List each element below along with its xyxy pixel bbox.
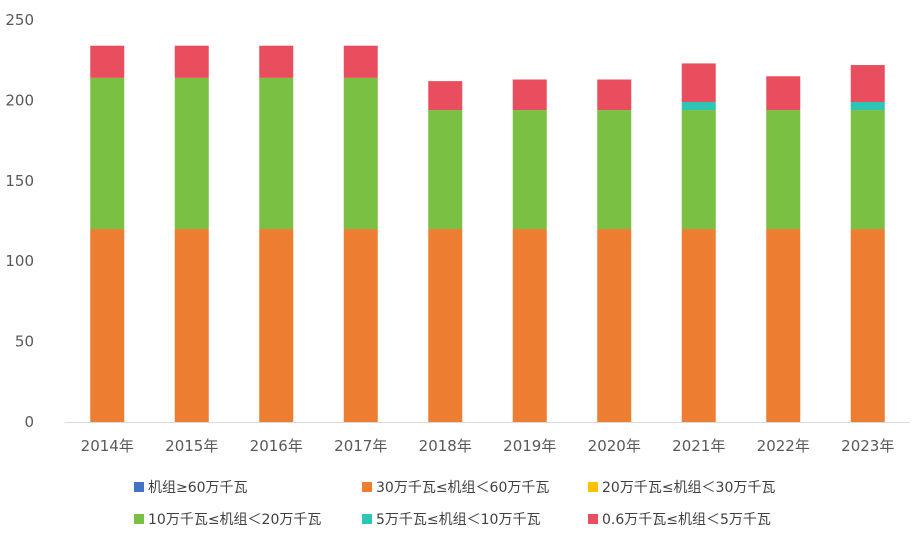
y-tick-label: 150 [5, 172, 34, 190]
x-tick-label: 2022年 [757, 437, 810, 455]
y-tick-label: 250 [5, 11, 34, 29]
y-axis-ticks: 0 50 100 150 200 250 [5, 11, 34, 431]
bar-segment-5-4 [428, 110, 463, 230]
bar-segment-8-2 [681, 229, 716, 422]
bar-segment-2-4 [174, 77, 209, 230]
bar-segment-9-2 [766, 229, 801, 422]
x-tick-label: 2020年 [588, 437, 641, 455]
x-tick-label: 2018年 [419, 437, 472, 455]
legend-swatch [588, 514, 598, 524]
y-tick-label: 0 [24, 413, 34, 431]
bar-segment-8-6 [681, 63, 716, 103]
x-tick-label: 2016年 [250, 437, 303, 455]
legend-item: 机组≥60万千瓦 [134, 480, 248, 496]
bar-segment-8-5 [681, 102, 716, 111]
legend-item: 30万千瓦≤机组＜60万千瓦 [362, 480, 549, 496]
bar-segment-1-2 [90, 229, 125, 422]
y-tick-label: 50 [15, 333, 34, 351]
bar-segment-10-6 [850, 65, 885, 103]
bar-segment-10-2 [850, 229, 885, 422]
bar-segment-4-2 [343, 229, 378, 422]
legend-swatch [134, 514, 144, 524]
bar-segment-6-2 [512, 229, 547, 422]
bar-segment-3-6 [259, 45, 294, 78]
bar-segment-5-6 [428, 81, 463, 111]
bar-segment-7-6 [597, 79, 632, 111]
x-tick-label: 2019年 [503, 437, 556, 455]
bar-segment-7-2 [597, 229, 632, 422]
legend-label: 5万千瓦≤机组＜10万千瓦 [376, 512, 540, 528]
bar-segment-5-2 [428, 229, 463, 422]
bar-segment-6-4 [512, 110, 547, 230]
bar-segment-1-4 [90, 77, 125, 230]
legend-swatch [362, 482, 372, 492]
legend-swatch [362, 514, 372, 524]
bar-segment-8-4 [681, 110, 716, 230]
bar-segment-10-4 [850, 110, 885, 230]
legend-swatch [588, 482, 598, 492]
legend: 机组≥60万千瓦 30万千瓦≤机组＜60万千瓦 20万千瓦≤机组＜30万千瓦 10万千… [134, 480, 775, 528]
bar-segment-10-5 [850, 102, 885, 111]
x-tick-label: 2017年 [334, 437, 387, 455]
legend-item: 10万千瓦≤机组＜20万千瓦 [134, 512, 321, 528]
legend-label: 0.6万千瓦≤机组＜5万千瓦 [602, 512, 771, 528]
legend-label: 10万千瓦≤机组＜20万千瓦 [148, 512, 321, 528]
legend-label: 30万千瓦≤机组＜60万千瓦 [376, 480, 549, 496]
x-tick-label: 2014年 [81, 437, 134, 455]
y-tick-label: 200 [5, 91, 34, 109]
bar-segment-1-6 [90, 45, 125, 78]
legend-item: 0.6万千瓦≤机组＜5万千瓦 [588, 512, 771, 528]
bar-segment-9-4 [766, 110, 801, 230]
bar-segment-3-2 [259, 229, 294, 422]
x-axis-ticks: 2014年 2015年 2016年 2017年 2018年 2019年 2020年 2021年… [81, 437, 895, 455]
bar-segment-2-6 [174, 45, 209, 78]
x-tick-label: 2023年 [841, 437, 894, 455]
y-tick-label: 100 [5, 252, 34, 270]
bar-segment-2-2 [174, 229, 209, 422]
legend-label: 20万千瓦≤机组＜30万千瓦 [602, 480, 775, 496]
legend-label: 机组≥60万千瓦 [148, 480, 248, 496]
legend-item: 5万千瓦≤机组＜10万千瓦 [362, 512, 540, 528]
bar-segment-4-4 [343, 77, 378, 230]
x-tick-label: 2021年 [672, 437, 725, 455]
legend-swatch [134, 482, 144, 492]
x-tick-label: 2015年 [165, 437, 218, 455]
bars-group [90, 45, 885, 422]
bar-segment-4-6 [343, 45, 378, 78]
bar-segment-7-4 [597, 110, 632, 230]
legend-item: 20万千瓦≤机组＜30万千瓦 [588, 480, 775, 496]
bar-segment-9-6 [766, 76, 801, 111]
bar-segment-6-6 [512, 79, 547, 111]
bar-segment-3-4 [259, 77, 294, 230]
